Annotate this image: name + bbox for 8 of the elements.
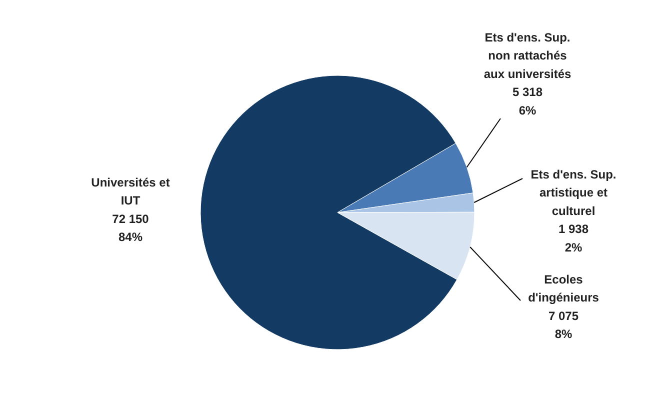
slice-label: Ecoles d'ingénieurs	[528, 272, 600, 305]
slice-label: Ets d'ens. Sup. non rattachés aux universités	[484, 30, 572, 81]
slice-label: Universités et IUT	[91, 176, 170, 208]
data-label: 7 075 8%	[548, 308, 579, 342]
slice-label: Ets d'ens. Sup. artistique et culturel	[530, 168, 616, 218]
data-label: 72 150 84%	[112, 212, 150, 244]
data-label: 1 938 2%	[558, 222, 589, 254]
data-label: 5 318 6%	[512, 85, 543, 118]
